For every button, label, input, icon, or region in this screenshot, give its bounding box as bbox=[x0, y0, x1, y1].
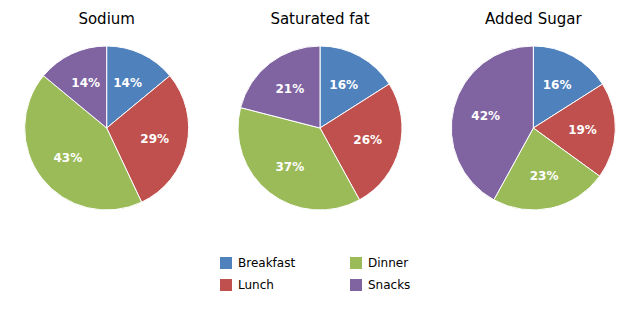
legend-swatch bbox=[220, 257, 232, 269]
data-label: 14% bbox=[113, 76, 142, 90]
chart-title: Added Sugar bbox=[485, 10, 582, 28]
pie-slice bbox=[451, 46, 533, 200]
data-label: 16% bbox=[543, 78, 572, 92]
data-label: 19% bbox=[568, 123, 597, 137]
data-label: 26% bbox=[353, 133, 382, 147]
legend-item: Dinner bbox=[350, 256, 408, 270]
data-label: 21% bbox=[275, 82, 304, 96]
legend-swatch bbox=[350, 279, 362, 291]
pie-group: 14% 29% 43% 14% bbox=[25, 46, 189, 210]
legend: Breakfast Lunch Dinner Snacks bbox=[220, 256, 410, 292]
chart-svg: 14% 29% 43% 14% Sodium 16% 26% 37% 21% Saturated … bbox=[0, 0, 640, 327]
legend-swatch bbox=[350, 257, 362, 269]
pie-slice bbox=[43, 46, 106, 128]
legend-item: Lunch bbox=[220, 278, 274, 292]
legend-label: Lunch bbox=[238, 278, 274, 292]
data-label: 14% bbox=[71, 76, 100, 90]
data-label: 16% bbox=[329, 78, 358, 92]
data-label: 43% bbox=[53, 151, 82, 165]
pie-group: 16% 26% 37% 21% bbox=[238, 46, 402, 210]
data-label: 42% bbox=[471, 109, 500, 123]
chart-title: Sodium bbox=[78, 10, 135, 28]
legend-label: Snacks bbox=[368, 278, 410, 292]
pie-slice bbox=[241, 46, 320, 128]
chart-title: Saturated fat bbox=[270, 10, 369, 28]
legend-label: Dinner bbox=[368, 256, 408, 270]
legend-item: Snacks bbox=[350, 278, 410, 292]
pie-group: 16% 19% 23% 42% bbox=[451, 46, 615, 210]
data-label: 37% bbox=[275, 160, 304, 174]
data-label: 23% bbox=[530, 169, 559, 183]
data-label: 29% bbox=[140, 132, 169, 146]
legend-swatch bbox=[220, 279, 232, 291]
legend-item: Breakfast bbox=[220, 256, 295, 270]
legend-label: Breakfast bbox=[238, 256, 295, 270]
